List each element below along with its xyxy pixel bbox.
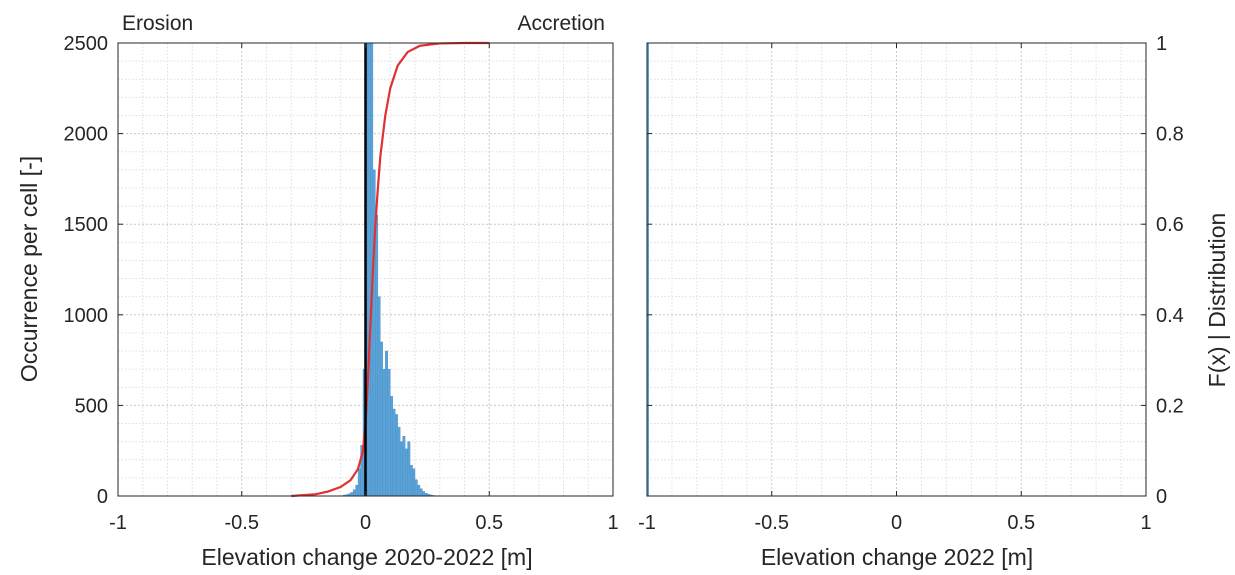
histogram-bar [402,436,406,497]
y-tick-label: 1500 [64,214,109,236]
left-y-axis-label: Occurrence per cell [-] [16,156,42,382]
histogram-bar [350,492,354,497]
histogram-bar [392,408,396,497]
x-tick-label: -0.5 [755,512,789,534]
histogram-bar [367,42,371,497]
histogram-bar [417,484,421,497]
right-panel: -1 -0.5 0 0.5 100.20.40.60.81 [638,33,1184,534]
y-tick-label: 500 [75,395,108,417]
x-tick-label: 1 [607,512,618,534]
histogram-bar [352,489,356,497]
histogram-bar [419,488,423,497]
histogram-bar [385,350,388,497]
histogram-bar [395,414,398,497]
left-x-axis-label: Elevation change 2020-2022 [m] [201,544,532,570]
histogram-bar [357,468,361,497]
x-tick-label: -1 [109,512,127,534]
histogram-bar [399,441,403,497]
right-y-tick-label: 0 [1156,486,1167,508]
x-tick-label: 1 [1140,512,1151,534]
right-y-tick-label: 0.8 [1156,124,1184,146]
histogram-bar [407,441,411,497]
histogram-bar [355,484,359,497]
y-tick-label: 1000 [64,305,109,327]
x-tick-label: 0.5 [475,512,503,534]
right-y-axis-label: F(x) | Distribution [1204,213,1230,388]
histogram-bar [414,479,418,497]
histogram-bar [380,341,384,497]
right-y-tick-label: 0.4 [1156,305,1184,327]
histogram-bar [382,368,386,497]
x-tick-label: 0 [891,512,902,534]
x-tick-label: 0.5 [1007,512,1035,534]
right-y-tick-label: 0.2 [1156,395,1184,417]
y-tick-label: 0 [97,486,108,508]
histogram-bar [412,468,416,497]
right-y-tick-label: 0.6 [1156,214,1184,236]
histogram-bar [390,396,393,497]
x-tick-label: -1 [638,512,656,534]
left-panel: -1 -0.5 0 0.5 1 0 500 1000 1500 2000 2500 [64,33,619,534]
erosion-label: Erosion [122,12,193,35]
histogram-bar [422,491,426,497]
histogram-bar [404,448,408,497]
y-tick-label: 2000 [64,124,109,146]
histogram-bar [375,214,379,497]
accretion-label: Accretion [517,12,605,35]
histogram-bar [387,368,391,497]
x-tick-label: 0 [360,512,371,534]
histogram-bar [397,426,401,497]
x-tick-label: -0.5 [225,512,259,534]
cdf-line [291,41,490,498]
histogram-bar [409,464,413,497]
right-x-axis-label: Elevation change 2022 [m] [761,544,1033,570]
right-y-tick-label: 1 [1156,33,1167,55]
histogram-bar [377,296,381,497]
y-tick-label: 2500 [64,33,109,55]
